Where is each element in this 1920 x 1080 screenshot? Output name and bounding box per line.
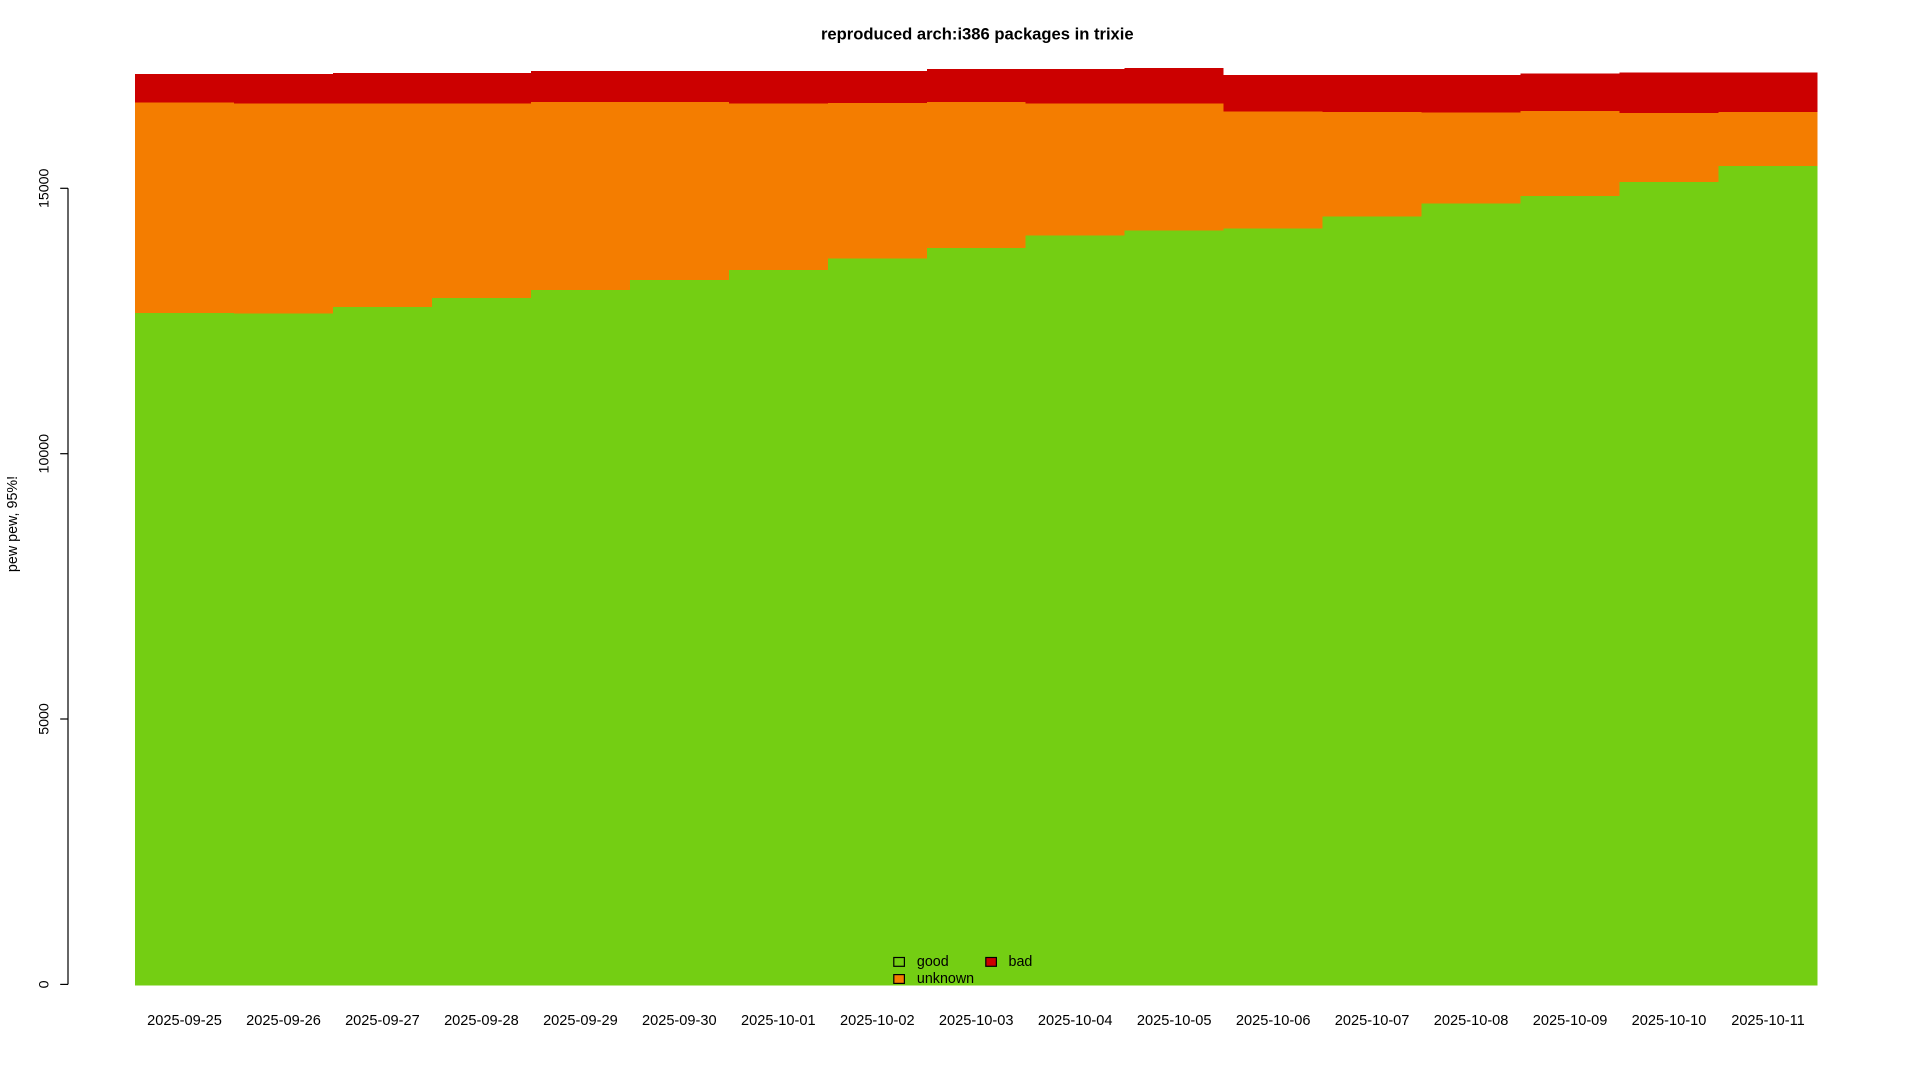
svg-text:2025-10-09: 2025-10-09 (1533, 1013, 1608, 1029)
svg-text:reproduced arch:i386 packages: reproduced arch:i386 packages in trixie (821, 25, 1134, 44)
svg-text:15000: 15000 (37, 168, 53, 208)
svg-text:2025-10-08: 2025-10-08 (1434, 1013, 1509, 1029)
svg-text:0: 0 (37, 980, 53, 988)
svg-text:2025-09-27: 2025-09-27 (345, 1013, 420, 1029)
svg-text:2025-10-04: 2025-10-04 (1038, 1013, 1113, 1029)
svg-text:5000: 5000 (37, 703, 53, 735)
svg-text:2025-09-26: 2025-09-26 (246, 1013, 321, 1029)
svg-text:2025-10-03: 2025-10-03 (939, 1013, 1014, 1029)
svg-text:2025-09-25: 2025-09-25 (147, 1013, 222, 1029)
svg-text:2025-10-02: 2025-10-02 (840, 1013, 915, 1029)
svg-text:good: good (917, 954, 949, 970)
svg-text:2025-10-05: 2025-10-05 (1137, 1013, 1212, 1029)
svg-text:unknown: unknown (917, 971, 974, 987)
svg-text:10000: 10000 (37, 434, 53, 474)
svg-text:2025-10-01: 2025-10-01 (741, 1013, 816, 1029)
svg-text:2025-10-11: 2025-10-11 (1731, 1013, 1805, 1029)
svg-text:2025-09-29: 2025-09-29 (543, 1013, 618, 1029)
svg-text:bad: bad (1009, 954, 1033, 970)
svg-text:2025-10-06: 2025-10-06 (1236, 1013, 1311, 1029)
svg-text:2025-10-10: 2025-10-10 (1632, 1013, 1707, 1029)
svg-text:pew pew, 95%!: pew pew, 95%! (5, 476, 21, 572)
svg-text:2025-10-07: 2025-10-07 (1335, 1013, 1410, 1029)
svg-text:2025-09-30: 2025-09-30 (642, 1013, 717, 1029)
svg-text:2025-09-28: 2025-09-28 (444, 1013, 519, 1029)
